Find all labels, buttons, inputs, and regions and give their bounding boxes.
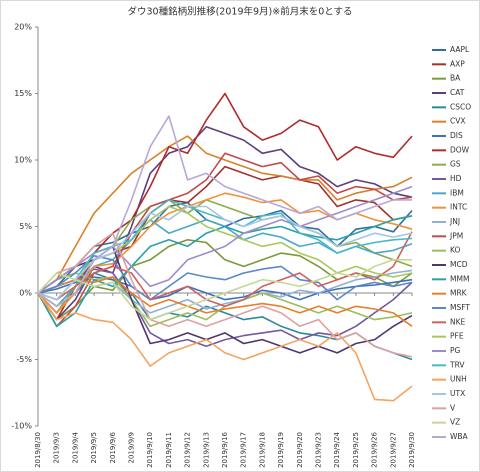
y-tick-label: 20% (14, 23, 32, 32)
legend-label: DOW (450, 145, 470, 154)
legend-label: BA (450, 74, 461, 83)
x-tick-label: 2019/9/24 (333, 431, 341, 467)
series-line (37, 259, 412, 321)
x-tick-label: 2019/9/3 (53, 432, 61, 463)
x-tick-label: 2019/9/10 (146, 432, 154, 468)
series-line (37, 92, 413, 321)
x-tick-label: 2019/9/13 (202, 432, 210, 468)
legend-label: AXP (450, 59, 465, 68)
legend-label: UNH (450, 375, 467, 384)
legend-label: V (450, 403, 456, 412)
series-line (37, 292, 413, 402)
legend-label: DIS (450, 131, 463, 140)
x-tick-label: 2019/9/4 (71, 431, 79, 463)
x-tick-label: 2019/9/19 (277, 432, 285, 468)
legend-label: UTX (450, 389, 465, 398)
series-line (37, 215, 413, 328)
chart-title: ダウ30種銘柄別推移(2019年9月)※前月末を0とする (128, 6, 353, 18)
x-tick-label: 2019/9/11 (165, 432, 173, 468)
x-tick-label: 2019/9/16 (221, 431, 229, 467)
x-tick-label: 2019/9/18 (258, 432, 266, 468)
legend-label: AAPL (450, 45, 470, 54)
legend-label: CAT (450, 88, 465, 97)
legend-label: HD (450, 174, 462, 183)
legend-label: KO (450, 246, 461, 255)
legend-label: PG (450, 346, 461, 355)
legend-label: JNJ (449, 217, 460, 226)
series-line (37, 205, 413, 301)
series-line (37, 135, 413, 294)
x-tick-label: 2019/9/5 (90, 432, 98, 463)
y-tick-label: 0% (19, 289, 32, 298)
legend-label: WBA (450, 432, 469, 441)
legend-label: PFE (450, 332, 464, 341)
y-tick-label: 15% (14, 89, 32, 98)
y-tick-label: 5% (19, 222, 32, 231)
legend-label: JPM (449, 231, 463, 240)
x-tick-label: 2019/9/26 (371, 431, 379, 467)
y-tick-label: -10% (11, 422, 32, 431)
series-line (37, 276, 413, 301)
series-line (37, 115, 412, 308)
x-tick-label: 2019/9/23 (315, 432, 323, 468)
x-tick-label: 2019/9/30 (408, 432, 416, 468)
legend-label: VZ (450, 418, 460, 427)
x-tick-label: 2019/9/27 (389, 432, 397, 468)
y-tick-label: -5% (16, 355, 32, 364)
legend-label: TRV (449, 360, 465, 369)
legend-label: INTC (450, 203, 467, 212)
legend-label: MRK (450, 289, 468, 298)
legend-label: MSFT (450, 303, 470, 312)
legend-label: CSCO (450, 102, 471, 111)
x-tick-label: 2019/9/6 (109, 431, 117, 463)
x-tick-label: 2019/9/9 (128, 432, 136, 463)
y-tick-label: 10% (14, 156, 32, 165)
legend-label: MMM (450, 274, 469, 283)
legend-label: MCD (450, 260, 468, 269)
x-tick-label: 2019/9/12 (184, 432, 192, 468)
series-line (37, 276, 413, 327)
x-tick-label: 2019/9/17 (240, 432, 248, 468)
legend-label: IBM (450, 188, 464, 197)
series-line (37, 232, 413, 358)
legend-label: GS (450, 160, 461, 169)
x-tick-label: 2019/9/20 (296, 432, 304, 468)
legend-label: NKE (450, 317, 466, 326)
series-line (37, 126, 413, 321)
x-tick-label: 2019/8/30 (34, 432, 42, 468)
legend-label: CVX (450, 117, 466, 126)
x-tick-label: 2019/9/25 (352, 432, 360, 468)
